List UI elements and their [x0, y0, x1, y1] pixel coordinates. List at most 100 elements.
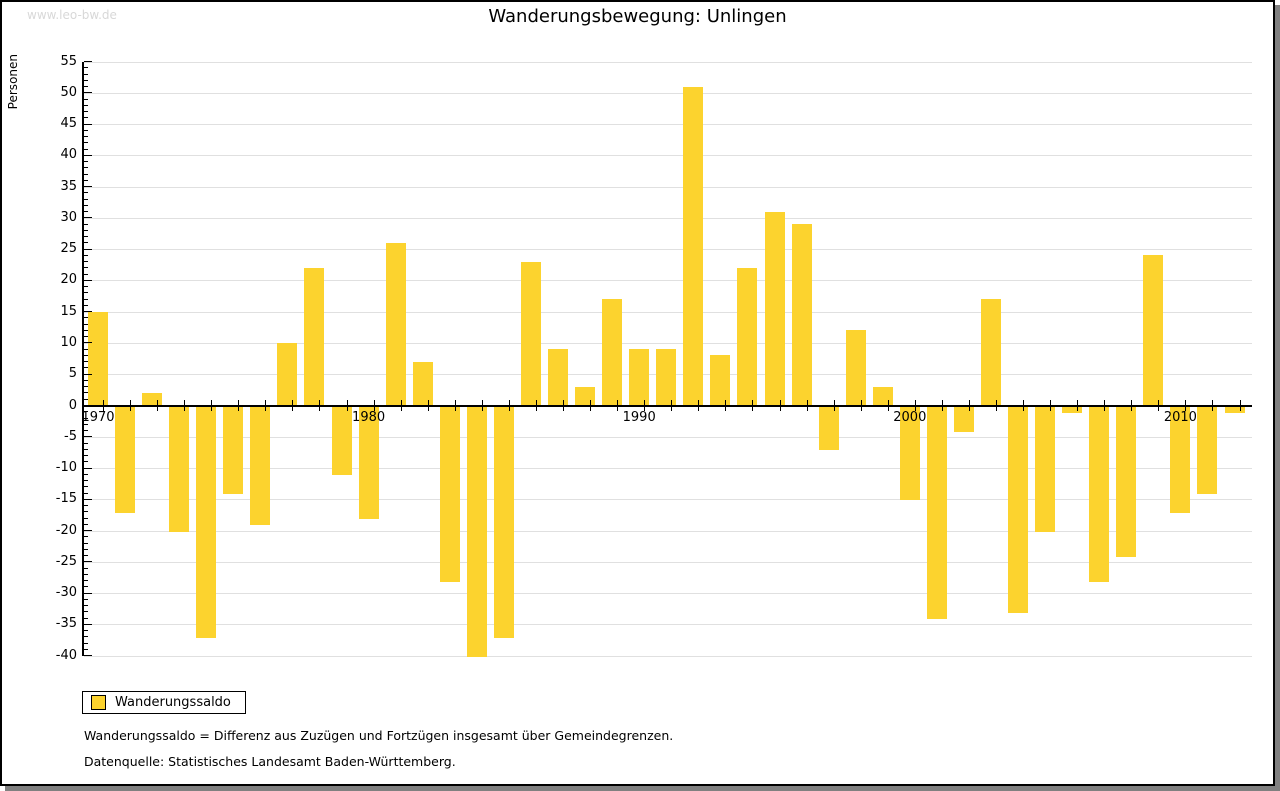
footnote-source: Datenquelle: Statistisches Landesamt Bad…: [84, 754, 456, 769]
y-tick: [84, 523, 88, 525]
bar-1970: [88, 311, 108, 406]
bar-2001: [926, 406, 947, 620]
bar-2009: [1143, 255, 1164, 406]
x-tick: [752, 400, 754, 411]
y-tick-label: -20: [55, 522, 77, 538]
gridline: [84, 61, 1252, 63]
x-tick: [590, 400, 592, 411]
x-tick: [779, 400, 781, 411]
x-tick-label: 1970: [81, 409, 115, 425]
x-tick: [1212, 400, 1214, 411]
y-tick: [84, 342, 92, 344]
bar-2002: [953, 406, 974, 432]
x-tick-label: 2000: [893, 409, 927, 425]
y-tick-label: 40: [60, 147, 77, 163]
x-tick: [968, 400, 970, 411]
y-tick-label: 0: [68, 397, 77, 413]
x-tick: [535, 400, 537, 411]
gridline: [84, 92, 1252, 94]
y-tick: [84, 98, 88, 100]
bar-1996: [791, 224, 812, 406]
x-tick: [1185, 400, 1187, 411]
x-tick: [563, 400, 565, 411]
y-tick-label: 50: [60, 84, 77, 100]
x-tick: [1158, 400, 1160, 411]
y-tick: [84, 373, 92, 375]
y-tick: [84, 636, 88, 638]
y-tick-label: 45: [60, 116, 77, 132]
x-tick: [373, 400, 375, 411]
y-tick: [84, 536, 88, 538]
y-tick: [84, 442, 88, 444]
y-tick: [84, 73, 88, 75]
y-tick: [84, 386, 88, 388]
bar-1974: [196, 406, 217, 638]
x-tick: [292, 400, 294, 411]
y-tick: [84, 167, 88, 169]
x-tick-label: 1990: [622, 409, 656, 425]
y-tick: [84, 423, 88, 425]
y-tick: [84, 292, 88, 294]
x-tick: [887, 400, 889, 411]
y-tick: [84, 173, 88, 175]
bar-1990: [629, 349, 650, 406]
bar-1985: [493, 406, 514, 638]
bar-2012: [1224, 406, 1245, 413]
bar-2011: [1197, 406, 1218, 495]
y-tick: [84, 67, 88, 69]
bar-1979: [331, 406, 352, 476]
x-tick: [644, 400, 646, 411]
y-tick: [84, 511, 88, 513]
y-tick-label: 10: [60, 334, 77, 350]
bar-1999: [872, 386, 893, 406]
y-tick-label: -15: [55, 491, 77, 507]
bar-2000: [899, 406, 920, 501]
gridline: [84, 593, 1252, 595]
y-tick: [84, 567, 88, 569]
y-tick: [84, 311, 92, 313]
y-tick: [84, 192, 88, 194]
bar-2003: [980, 299, 1001, 406]
y-tick: [84, 417, 88, 419]
y-tick: [84, 323, 88, 325]
y-tick: [84, 561, 92, 563]
y-tick-label: 25: [60, 241, 77, 257]
y-tick: [84, 642, 88, 644]
y-tick: [84, 448, 88, 450]
y-tick: [84, 430, 88, 431]
y-tick: [84, 505, 88, 507]
y-tick: [84, 204, 88, 206]
bar-1986: [520, 261, 541, 406]
y-tick: [84, 236, 88, 238]
y-tick: [84, 117, 88, 119]
y-tick: [84, 154, 92, 156]
y-tick: [84, 548, 88, 550]
x-tick: [833, 400, 835, 411]
y-tick: [84, 617, 88, 619]
x-tick-label: 2010: [1163, 409, 1197, 425]
y-tick: [84, 486, 88, 488]
y-tick: [84, 467, 92, 469]
gridline: [84, 124, 1252, 126]
y-tick: [84, 367, 88, 369]
footnote-definition: Wanderungssaldo = Differenz aus Zuzügen …: [84, 728, 674, 743]
bar-1976: [250, 406, 271, 526]
x-tick: [671, 400, 673, 411]
y-tick-label: -35: [55, 616, 77, 632]
y-tick: [84, 461, 88, 463]
gridline: [84, 530, 1252, 532]
x-tick: [319, 400, 321, 411]
y-tick: [84, 104, 88, 106]
x-tick: [211, 400, 213, 411]
y-tick: [84, 455, 88, 457]
y-tick: [84, 248, 92, 250]
y-tick-label: 20: [60, 272, 77, 288]
y-tick: [84, 379, 88, 381]
bar-1971: [115, 406, 136, 513]
gridline: [84, 280, 1252, 282]
y-tick: [84, 480, 88, 482]
y-tick: [84, 580, 88, 582]
bar-1988: [575, 386, 596, 406]
y-tick: [84, 273, 88, 275]
